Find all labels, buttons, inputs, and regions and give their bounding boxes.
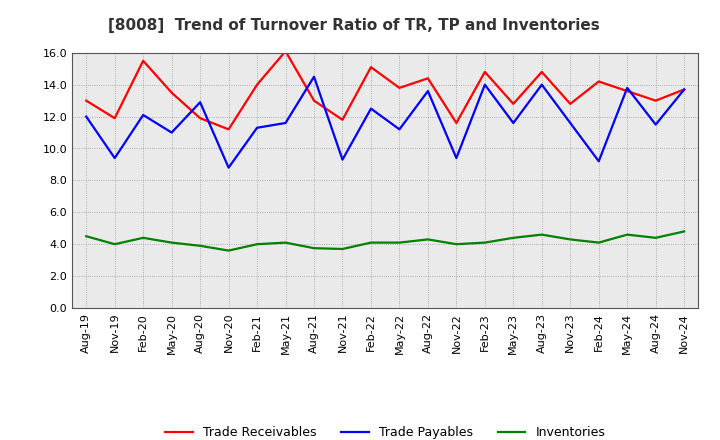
Inventories bbox=[509, 235, 518, 240]
Trade Receivables bbox=[395, 85, 404, 91]
Inventories bbox=[366, 240, 375, 245]
Trade Payables bbox=[423, 88, 432, 94]
Trade Receivables bbox=[167, 90, 176, 95]
Trade Payables bbox=[566, 120, 575, 126]
Inventories bbox=[196, 243, 204, 249]
Inventories bbox=[139, 235, 148, 240]
Trade Receivables bbox=[282, 48, 290, 54]
Line: Trade Payables: Trade Payables bbox=[86, 77, 684, 168]
Trade Receivables bbox=[139, 58, 148, 63]
Inventories bbox=[338, 246, 347, 252]
Trade Payables bbox=[595, 159, 603, 164]
Trade Receivables bbox=[423, 76, 432, 81]
Inventories bbox=[537, 232, 546, 237]
Inventories bbox=[452, 242, 461, 247]
Trade Receivables bbox=[566, 101, 575, 106]
Trade Receivables bbox=[595, 79, 603, 84]
Inventories bbox=[310, 246, 318, 251]
Trade Payables bbox=[338, 157, 347, 162]
Inventories bbox=[225, 248, 233, 253]
Inventories bbox=[282, 240, 290, 245]
Inventories bbox=[566, 237, 575, 242]
Line: Trade Receivables: Trade Receivables bbox=[86, 51, 684, 129]
Trade Receivables bbox=[82, 98, 91, 103]
Trade Payables bbox=[225, 165, 233, 170]
Trade Payables bbox=[537, 82, 546, 87]
Inventories bbox=[253, 242, 261, 247]
Trade Payables bbox=[82, 114, 91, 119]
Inventories bbox=[82, 234, 91, 239]
Trade Payables bbox=[366, 106, 375, 111]
Trade Receivables bbox=[310, 98, 318, 103]
Trade Payables bbox=[680, 87, 688, 92]
Trade Receivables bbox=[480, 69, 489, 74]
Trade Payables bbox=[110, 155, 119, 161]
Inventories bbox=[595, 240, 603, 245]
Trade Payables bbox=[652, 122, 660, 127]
Trade Receivables bbox=[225, 127, 233, 132]
Inventories bbox=[423, 237, 432, 242]
Trade Receivables bbox=[253, 82, 261, 87]
Inventories bbox=[110, 242, 119, 247]
Trade Payables bbox=[167, 130, 176, 135]
Inventories bbox=[395, 240, 404, 245]
Trade Payables bbox=[452, 155, 461, 161]
Trade Payables bbox=[395, 127, 404, 132]
Line: Inventories: Inventories bbox=[86, 231, 684, 251]
Trade Payables bbox=[282, 120, 290, 126]
Trade Payables bbox=[253, 125, 261, 130]
Trade Receivables bbox=[196, 116, 204, 121]
Trade Receivables bbox=[652, 98, 660, 103]
Trade Payables bbox=[139, 112, 148, 117]
Trade Payables bbox=[480, 82, 489, 87]
Legend: Trade Receivables, Trade Payables, Inventories: Trade Receivables, Trade Payables, Inven… bbox=[161, 422, 610, 440]
Trade Receivables bbox=[509, 101, 518, 106]
Inventories bbox=[480, 240, 489, 245]
Inventories bbox=[680, 229, 688, 234]
Inventories bbox=[652, 235, 660, 240]
Inventories bbox=[167, 240, 176, 245]
Trade Receivables bbox=[623, 88, 631, 94]
Trade Payables bbox=[310, 74, 318, 79]
Trade Receivables bbox=[452, 120, 461, 126]
Trade Receivables bbox=[110, 116, 119, 121]
Trade Receivables bbox=[537, 69, 546, 74]
Trade Payables bbox=[509, 120, 518, 126]
Trade Receivables bbox=[366, 65, 375, 70]
Trade Payables bbox=[623, 85, 631, 91]
Trade Receivables bbox=[338, 117, 347, 122]
Text: [8008]  Trend of Turnover Ratio of TR, TP and Inventories: [8008] Trend of Turnover Ratio of TR, TP… bbox=[108, 18, 600, 33]
Trade Payables bbox=[196, 99, 204, 105]
Inventories bbox=[623, 232, 631, 237]
Trade Receivables bbox=[680, 87, 688, 92]
